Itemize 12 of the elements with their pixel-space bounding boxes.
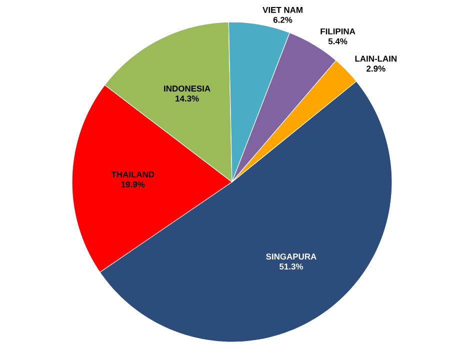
data-label: 5.4%: [328, 38, 348, 44]
slice-label: FILIPINA: [320, 28, 356, 34]
data-label: 51.3%: [279, 264, 304, 270]
slice-label: SINGAPURA: [266, 254, 316, 260]
data-label: 6.2%: [273, 16, 292, 23]
data-label: 19.9%: [121, 181, 145, 188]
data-label: 2.9%: [366, 66, 386, 72]
slice-label: VIET NAM: [262, 7, 302, 13]
slice-label: INDONESIA: [164, 86, 210, 92]
data-label: 14.3%: [176, 96, 199, 102]
slice-label: LAIN-LAIN: [355, 56, 397, 62]
slice-label: THAILAND: [111, 171, 154, 178]
